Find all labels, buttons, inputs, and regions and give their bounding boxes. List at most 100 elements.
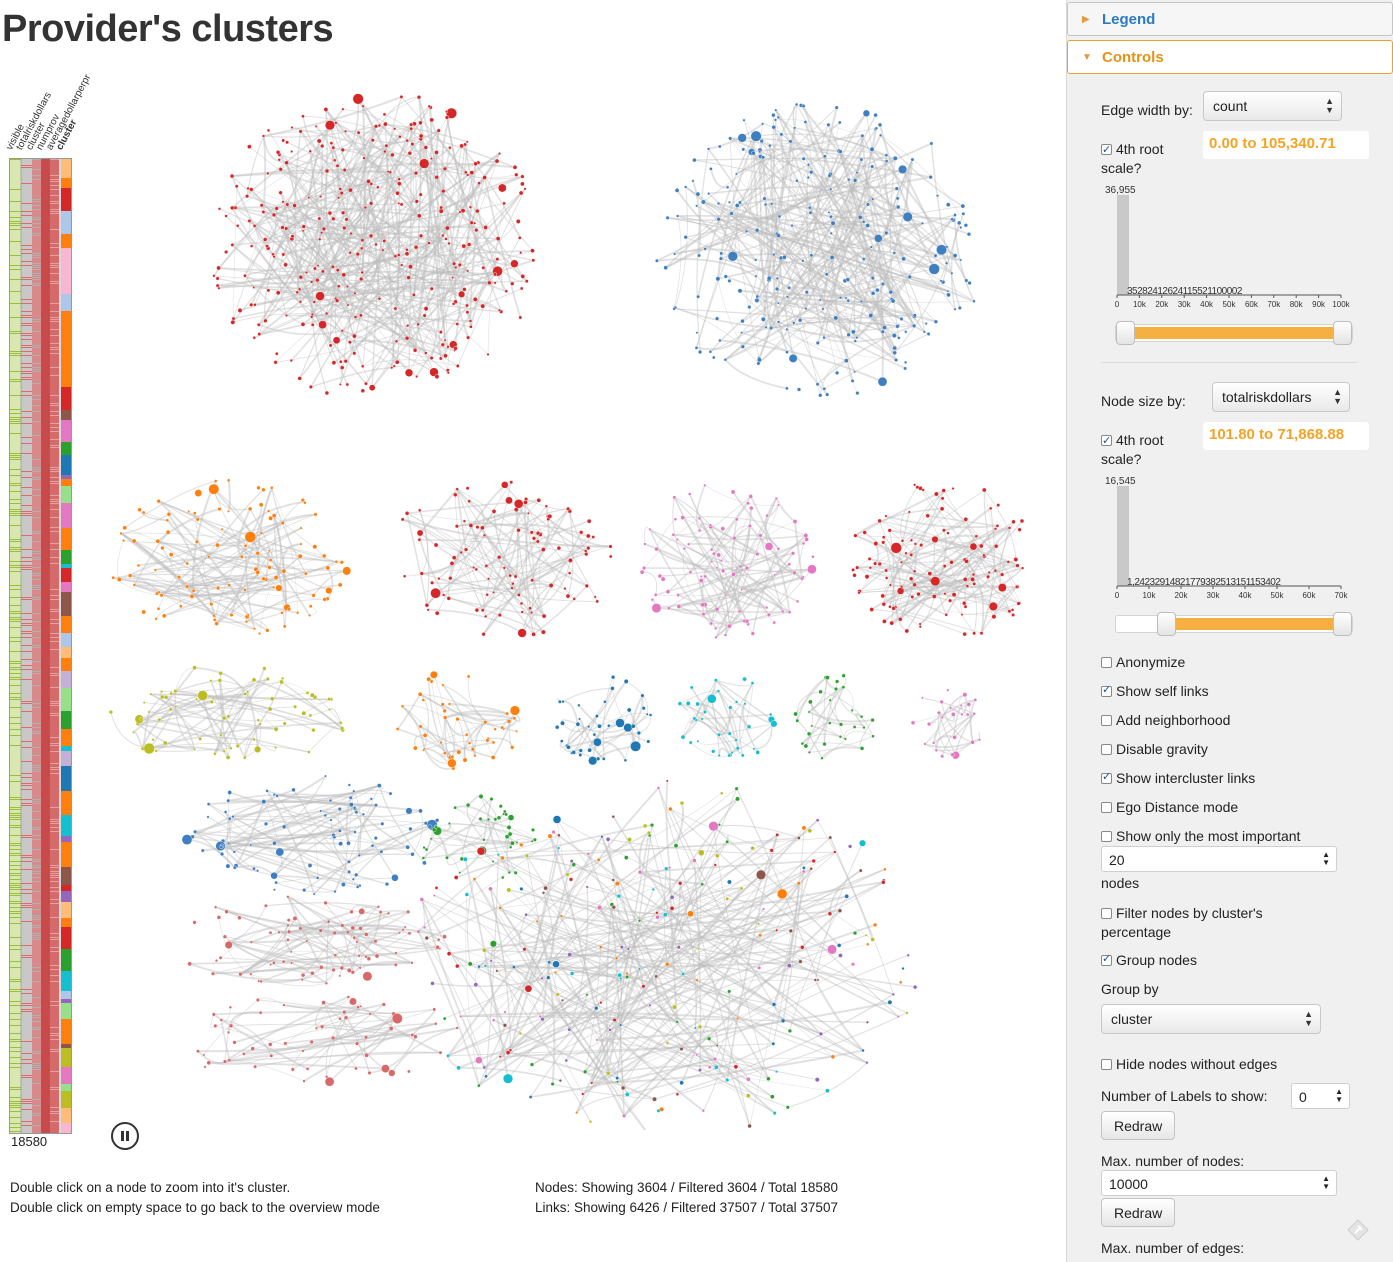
add-neighborhood-checkbox[interactable] [1101, 715, 1112, 726]
svg-text:35282412624115521100002: 35282412624115521100002 [1127, 286, 1243, 297]
show-intercluster-checkbox[interactable] [1101, 770, 1112, 784]
node-root-option[interactable]: 4th root scale? [1101, 431, 1163, 469]
ego-distance-checkbox[interactable] [1101, 802, 1112, 813]
group-by-label: Group by [1101, 981, 1159, 997]
redraw-nodes-button[interactable]: Redraw [1101, 1198, 1176, 1227]
caret-down-icon: ▼ [1082, 52, 1092, 63]
help-line-zoom: Double click on a node to zoom into it's… [10, 1180, 291, 1195]
select-arrows-icon: ▲ ▼ [1304, 1009, 1313, 1028]
edge-width-label: Edge width by: [1101, 102, 1193, 118]
show-self-links-label: Show self links [1116, 683, 1209, 699]
node-size-select[interactable]: totalriskdollars ▲ ▼ [1212, 382, 1350, 412]
add-neighborhood-option[interactable]: Add neighborhood [1101, 712, 1230, 728]
edge-root-label-2: scale? [1101, 160, 1142, 176]
svg-text:50k: 50k [1223, 300, 1237, 309]
most-important-option[interactable]: Show only the most important [1101, 828, 1300, 844]
controls-label: Controls [1102, 49, 1164, 66]
show-intercluster-option[interactable]: Show intercluster links [1101, 770, 1255, 786]
node-root-checkbox[interactable] [1101, 432, 1112, 451]
legend-header[interactable]: ▶ Legend [1067, 2, 1393, 36]
labels-to-show-value: 0 [1299, 1089, 1307, 1105]
hide-without-edges-label: Hide nodes without edges [1116, 1056, 1278, 1072]
svg-text:20k: 20k [1155, 300, 1169, 309]
edge-range-slider[interactable] [1115, 321, 1353, 345]
stats-text: Nodes: Showing 3604 / Filtered 3604 / To… [535, 1178, 838, 1218]
filter-pct-label-2: percentage [1101, 924, 1172, 940]
svg-text:80k: 80k [1290, 300, 1304, 309]
stepper-icon[interactable]: ▲ ▼ [1335, 1087, 1343, 1104]
node-slider-handle-min[interactable] [1157, 612, 1177, 636]
stepper-icon[interactable]: ▲ ▼ [1322, 850, 1330, 867]
show-self-links-option[interactable]: Show self links [1101, 683, 1209, 699]
nodes-word: nodes [1101, 875, 1140, 891]
most-important-value: 20 [1109, 852, 1125, 868]
minimap-table[interactable] [9, 158, 72, 1134]
max-edges-label: Max. number of edges: [1101, 1240, 1245, 1256]
node-root-label: 4th root [1116, 432, 1164, 448]
add-neighborhood-label: Add neighborhood [1116, 712, 1231, 728]
control-panel: ▶ Legend ▼ Controls Edge width by: count ▲… [1066, 0, 1393, 1262]
controls-header[interactable]: ▼ Controls [1067, 40, 1393, 74]
edge-slider-handle-min[interactable] [1116, 321, 1135, 345]
network-graph[interactable] [105, 60, 1045, 1130]
ego-distance-label: Ego Distance mode [1116, 799, 1239, 815]
ego-distance-option[interactable]: Ego Distance mode [1101, 799, 1238, 815]
svg-text:16,545: 16,545 [1105, 476, 1136, 487]
hide-without-edges-option[interactable]: Hide nodes without edges [1101, 1056, 1277, 1072]
help-line-overview: Double click on empty space to go back t… [10, 1200, 380, 1215]
most-important-label: Show only the most important [1116, 828, 1301, 844]
group-nodes-checkbox[interactable] [1101, 952, 1112, 966]
svg-text:0: 0 [1115, 300, 1120, 309]
disable-gravity-label: Disable gravity [1116, 741, 1208, 757]
svg-text:40k: 40k [1200, 300, 1214, 309]
most-important-input[interactable]: 20 ▲ ▼ [1101, 846, 1337, 872]
node-slider-fill [1160, 618, 1352, 630]
max-nodes-input[interactable]: 10000 ▲ ▼ [1101, 1170, 1337, 1196]
filter-pct-checkbox[interactable] [1101, 908, 1112, 919]
disable-gravity-option[interactable]: Disable gravity [1101, 741, 1208, 757]
links-stats: Links: Showing 6426 / Filtered 37507 / T… [535, 1200, 838, 1215]
edge-root-checkbox[interactable] [1101, 141, 1112, 160]
svg-text:10k: 10k [1133, 300, 1147, 309]
edge-slider-handle-max[interactable] [1333, 321, 1352, 345]
labels-to-show-input[interactable]: 0 ▲ ▼ [1291, 1083, 1350, 1109]
stepper-icon[interactable]: ▲ ▼ [1322, 1174, 1330, 1191]
svg-text:100k: 100k [1332, 300, 1350, 309]
divider [1101, 362, 1357, 363]
svg-text:40k: 40k [1239, 591, 1253, 600]
svg-text:20k: 20k [1175, 591, 1189, 600]
pin-icon[interactable] [1346, 1218, 1370, 1242]
node-size-value: totalriskdollars [1222, 389, 1312, 405]
svg-text:36,955: 36,955 [1105, 185, 1136, 196]
group-nodes-label: Group nodes [1116, 952, 1197, 968]
edge-range-readout: 0.00 to 105,340.71 [1203, 131, 1369, 159]
edge-root-option[interactable]: 4th root scale? [1101, 140, 1163, 178]
hide-without-edges-checkbox[interactable] [1101, 1059, 1112, 1070]
filter-pct-option[interactable]: Filter nodes by cluster's percentage [1101, 904, 1263, 942]
disable-gravity-checkbox[interactable] [1101, 744, 1112, 755]
anonymize-checkbox[interactable] [1101, 657, 1112, 668]
group-by-select[interactable]: cluster ▲ ▼ [1101, 1004, 1321, 1034]
svg-text:10k: 10k [1143, 591, 1157, 600]
svg-text:30k: 30k [1178, 300, 1192, 309]
svg-text:90k: 90k [1312, 300, 1326, 309]
redraw-labels-button[interactable]: Redraw [1101, 1111, 1176, 1140]
anonymize-option[interactable]: Anonymize [1101, 654, 1185, 670]
node-root-label-2: scale? [1101, 451, 1142, 467]
help-text: Double click on a node to zoom into it's… [10, 1178, 380, 1218]
max-nodes-label: Max. number of nodes: [1101, 1153, 1245, 1169]
group-nodes-option[interactable]: Group nodes [1101, 952, 1197, 968]
labels-to-show-label: Number of Labels to show: [1101, 1088, 1268, 1104]
pause-button[interactable] [111, 1122, 139, 1150]
most-important-checkbox[interactable] [1101, 831, 1112, 842]
svg-text:60k: 60k [1245, 300, 1259, 309]
node-slider-handle-max[interactable] [1333, 612, 1352, 636]
show-self-links-checkbox[interactable] [1101, 683, 1112, 697]
edge-slider-fill [1116, 327, 1352, 339]
caret-right-icon: ▶ [1082, 14, 1090, 25]
node-range-slider[interactable] [1115, 612, 1353, 636]
show-intercluster-label: Show intercluster links [1116, 770, 1256, 786]
edge-width-select[interactable]: count ▲ ▼ [1203, 91, 1342, 121]
filter-pct-label: Filter nodes by cluster's [1116, 905, 1263, 921]
svg-text:1,2423291482177938251315115340: 1,24232914821779382513151153402 [1127, 577, 1281, 588]
